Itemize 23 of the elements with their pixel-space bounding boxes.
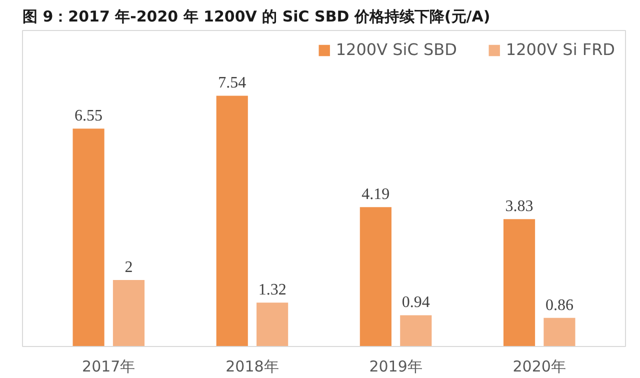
x-tick-label: 2018年 — [226, 358, 279, 376]
bar — [72, 128, 104, 346]
bar — [360, 207, 392, 346]
data-label: 4.19 — [362, 186, 390, 204]
bar — [216, 96, 248, 346]
bar — [256, 302, 288, 346]
x-tick-label: 2020年 — [512, 358, 566, 376]
data-label: 3.83 — [505, 198, 534, 216]
x-tick-label: 2017年 — [82, 358, 136, 376]
legend-label: 1200V SiC SBD — [336, 40, 457, 59]
data-label: 0.86 — [545, 296, 574, 314]
bar — [400, 315, 432, 346]
data-label: 6.55 — [74, 108, 103, 125]
data-label: 0.94 — [402, 294, 430, 312]
bar — [112, 280, 145, 346]
bar — [544, 318, 576, 346]
data-label: 2 — [124, 258, 133, 276]
data-label: 7.54 — [218, 74, 246, 92]
chart-title: 图 9：2017 年-2020 年 1200V 的 SiC SBD 价格持续下降(元/A) — [22, 8, 490, 26]
x-tick-label: 2019年 — [369, 358, 422, 376]
bar — [503, 219, 536, 346]
data-label: 1.32 — [258, 282, 286, 299]
legend-label: 1200V Si FRD — [506, 40, 615, 59]
